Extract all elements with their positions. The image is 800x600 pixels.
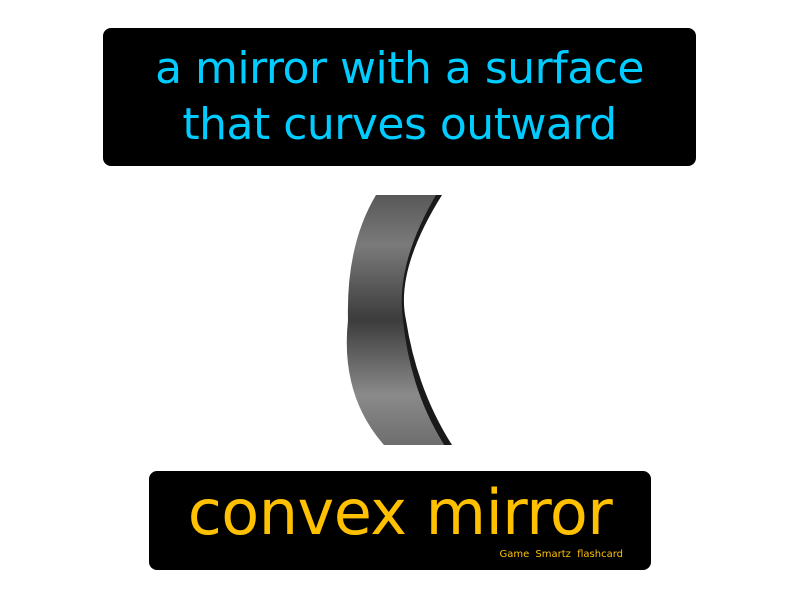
definition-box: a mirror with a surface that curves outw… — [103, 28, 696, 166]
term-title: convex mirror — [187, 476, 613, 549]
definition-line-2: that curves outward — [182, 99, 617, 150]
definition-line-1: a mirror with a surface — [155, 43, 644, 94]
term-box: convex mirror Game Smartz flashcard — [149, 471, 651, 570]
credit-label: Game Smartz flashcard — [499, 549, 623, 560]
convex-mirror-icon — [346, 195, 452, 445]
